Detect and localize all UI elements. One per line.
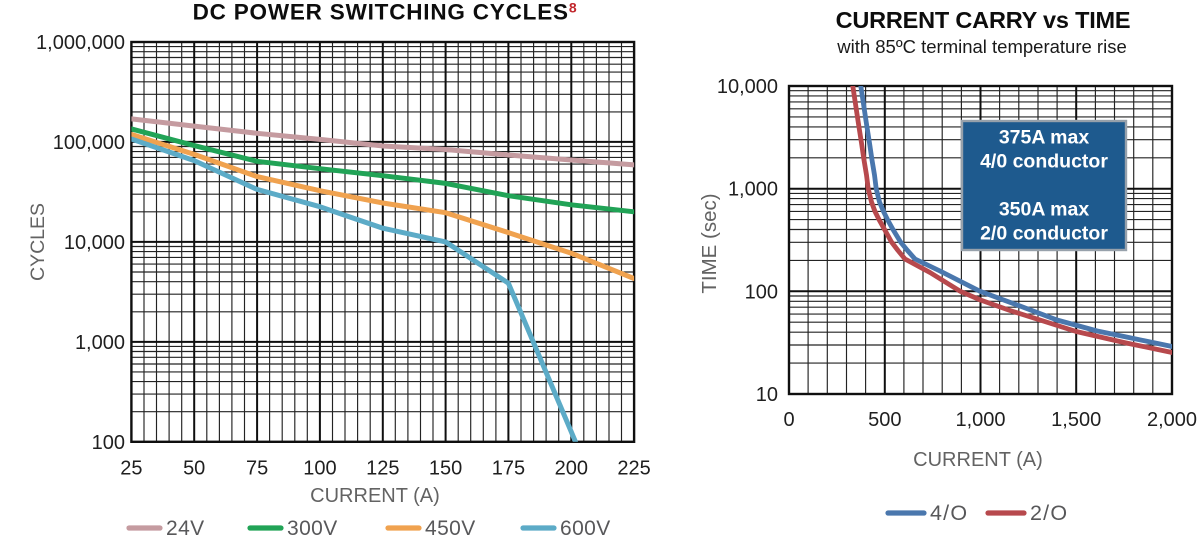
svg-text:1,500: 1,500 xyxy=(1051,409,1101,431)
svg-text:25: 25 xyxy=(120,458,142,480)
svg-text:10: 10 xyxy=(756,384,778,406)
svg-text:100: 100 xyxy=(303,458,336,480)
svg-text:300V: 300V xyxy=(287,517,338,537)
svg-text:125: 125 xyxy=(366,458,399,480)
svg-text:10,000: 10,000 xyxy=(64,232,125,254)
svg-text:CURRENT (A): CURRENT (A) xyxy=(310,485,440,507)
svg-text:DC POWER SWITCHING CYCLES8: DC POWER SWITCHING CYCLES8 xyxy=(193,0,578,25)
svg-text:CYCLES: CYCLES xyxy=(27,203,49,281)
svg-text:150: 150 xyxy=(429,458,462,480)
svg-text:10,000: 10,000 xyxy=(717,76,778,98)
svg-text:450V: 450V xyxy=(425,517,476,537)
svg-text:2/0 conductor: 2/0 conductor xyxy=(980,223,1108,245)
svg-text:100: 100 xyxy=(92,432,125,454)
svg-text:1,000: 1,000 xyxy=(955,409,1005,431)
svg-text:0: 0 xyxy=(783,409,794,431)
svg-text:375A max: 375A max xyxy=(999,127,1089,149)
svg-text:350A max: 350A max xyxy=(999,199,1089,221)
svg-text:2,000: 2,000 xyxy=(1147,409,1197,431)
svg-text:500: 500 xyxy=(868,409,901,431)
svg-text:50: 50 xyxy=(183,458,205,480)
svg-text:4/0 conductor: 4/0 conductor xyxy=(980,151,1108,173)
svg-text:CURRENT (A): CURRENT (A) xyxy=(913,449,1043,471)
svg-text:75: 75 xyxy=(246,458,268,480)
svg-text:100,000: 100,000 xyxy=(53,132,125,154)
svg-text:CURRENT CARRY vs TIME: CURRENT CARRY vs TIME xyxy=(836,7,1131,33)
svg-text:175: 175 xyxy=(492,458,525,480)
svg-text:1,000: 1,000 xyxy=(728,179,778,201)
svg-text:2/O: 2/O xyxy=(1030,501,1068,525)
svg-text:1,000,000: 1,000,000 xyxy=(36,32,125,54)
svg-text:TIME (sec): TIME (sec) xyxy=(698,193,721,293)
svg-text:200: 200 xyxy=(555,458,588,480)
svg-text:4/O: 4/O xyxy=(930,501,968,525)
svg-text:600V: 600V xyxy=(560,517,611,537)
svg-text:24V: 24V xyxy=(166,517,205,537)
svg-text:225: 225 xyxy=(617,458,650,480)
svg-text:with 85ºC terminal temperature: with 85ºC terminal temperature rise xyxy=(836,36,1127,57)
svg-text:1,000: 1,000 xyxy=(75,332,125,354)
svg-text:100: 100 xyxy=(745,281,778,303)
